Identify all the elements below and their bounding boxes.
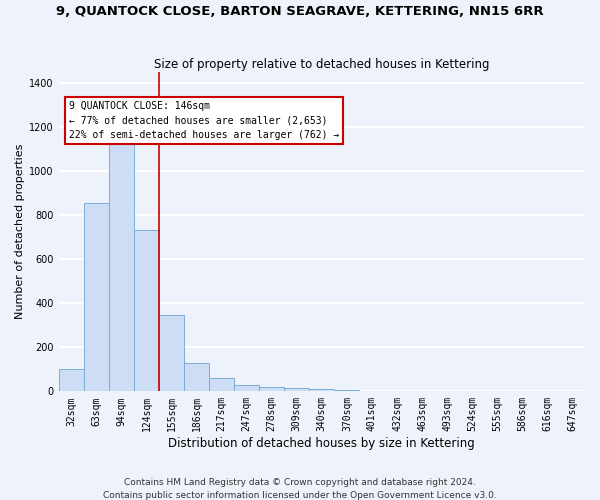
X-axis label: Distribution of detached houses by size in Kettering: Distribution of detached houses by size … (169, 437, 475, 450)
Title: Size of property relative to detached houses in Kettering: Size of property relative to detached ho… (154, 58, 490, 71)
Bar (234, 386, 259, 392)
Bar (84, 202, 109, 392)
Bar (259, 387, 284, 392)
Bar (309, 389, 334, 392)
Text: Contains HM Land Registry data © Crown copyright and database right 2024.
Contai: Contains HM Land Registry data © Crown c… (103, 478, 497, 500)
Bar (59, 368, 84, 392)
Y-axis label: Number of detached properties: Number of detached properties (15, 144, 25, 320)
Text: 9 QUANTOCK CLOSE: 146sqm
← 77% of detached houses are smaller (2,653)
22% of sem: 9 QUANTOCK CLOSE: 146sqm ← 77% of detach… (69, 101, 340, 140)
Bar (134, 230, 159, 392)
Bar (109, 136, 134, 392)
Bar (284, 388, 309, 392)
Bar (209, 378, 234, 392)
Bar (159, 316, 184, 392)
Bar (184, 362, 209, 392)
Text: 9, QUANTOCK CLOSE, BARTON SEAGRAVE, KETTERING, NN15 6RR: 9, QUANTOCK CLOSE, BARTON SEAGRAVE, KETT… (56, 5, 544, 18)
Bar (334, 390, 359, 392)
